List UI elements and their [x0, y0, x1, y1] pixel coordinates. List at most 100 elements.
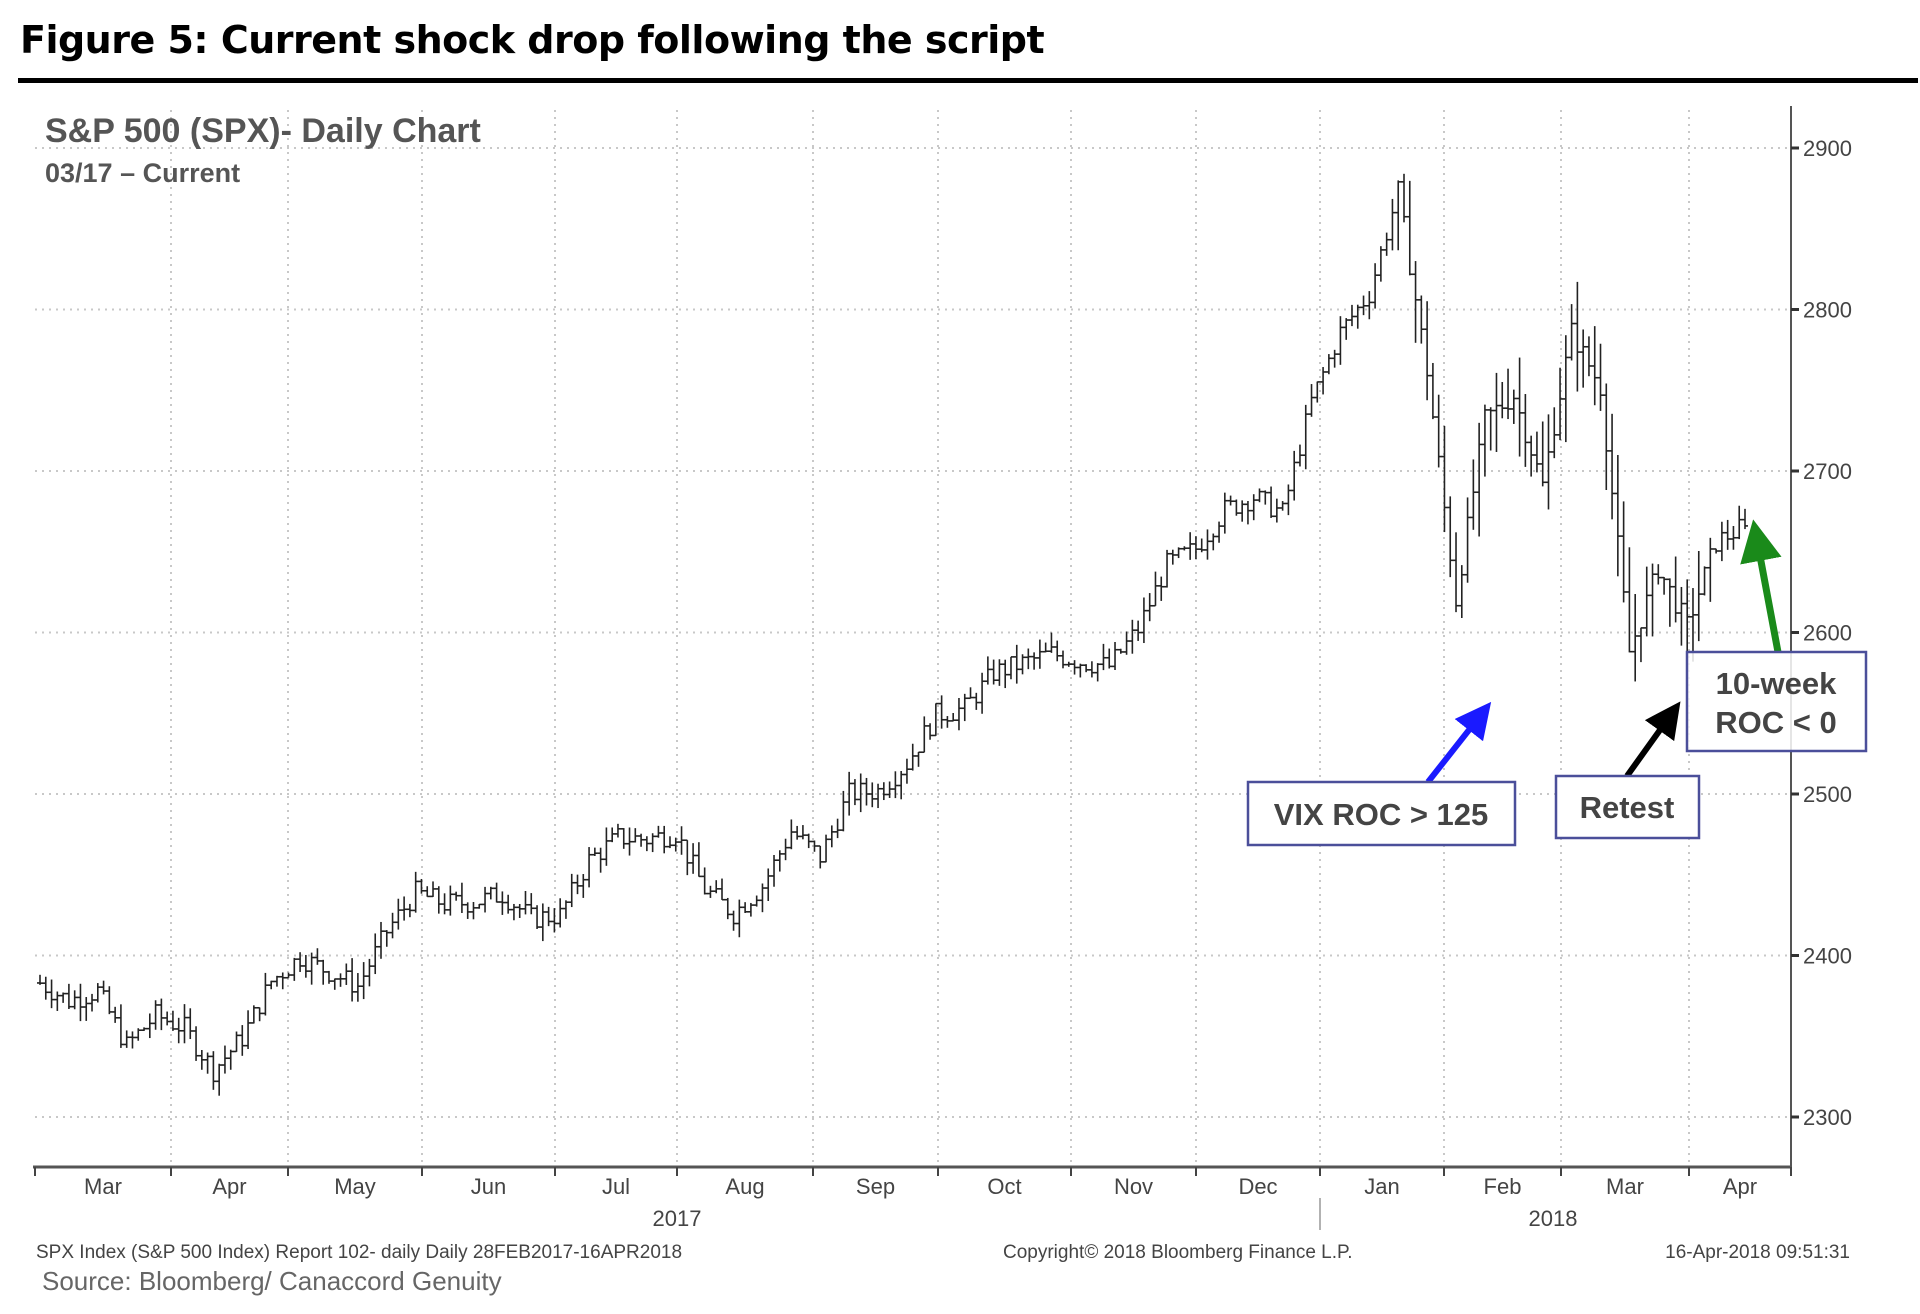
ohlc-bar: [401, 896, 408, 921]
ohlc-bar: [48, 979, 55, 1009]
ohlc-bar: [1574, 281, 1581, 392]
ohlc-bar: [135, 1028, 142, 1041]
ohlc-bar: [811, 840, 818, 852]
ohlc-bar: [1337, 316, 1344, 365]
ohlc-bar: [1603, 383, 1610, 490]
ohlc-bar: [609, 827, 616, 843]
ohlc-bar: [1435, 394, 1442, 468]
month-label: Sep: [856, 1174, 895, 1199]
ohlc-bar: [557, 898, 564, 928]
ohlc-bar: [1481, 404, 1488, 477]
ohlc-bar: [1007, 656, 1014, 680]
month-label: Nov: [1114, 1174, 1153, 1199]
ohlc-bar: [788, 819, 795, 850]
ohlc-bar: [863, 777, 870, 806]
ohlc-bar: [54, 991, 61, 1011]
ohlc-bar: [1291, 450, 1298, 501]
ohlc-bar: [857, 773, 864, 813]
ohlc-bar: [331, 978, 338, 990]
ohlc-bar: [1140, 597, 1147, 644]
ohlc-bar: [470, 901, 477, 920]
ohlc-bar: [372, 933, 379, 975]
ohlc-bar: [909, 743, 916, 771]
month-label: Oct: [987, 1174, 1021, 1199]
ohlc-bar: [1620, 501, 1627, 603]
ohlc-bar: [77, 983, 84, 1022]
ohlc-bar: [1054, 640, 1061, 662]
ohlc-bar: [1609, 413, 1616, 520]
ohlc-bar: [250, 1005, 257, 1024]
ohlc-bar: [840, 790, 847, 832]
ohlc-bar: [828, 825, 835, 848]
ohlc-bar: [314, 948, 321, 965]
ohlc-bar: [620, 828, 627, 849]
ohlc-bar: [719, 878, 725, 901]
ohlc-bar: [1320, 367, 1327, 395]
ohlc-bar: [389, 912, 396, 939]
ohlc-bar: [886, 781, 893, 798]
ohlc-bar: [510, 903, 517, 921]
ohlc-bar: [233, 1031, 240, 1053]
y-tick-label: 2900: [1803, 136, 1852, 161]
ohlc-bar: [776, 850, 783, 872]
ohlc-bar: [169, 1010, 176, 1031]
ohlc-bar: [1088, 661, 1095, 678]
ohlc-bar: [476, 903, 483, 909]
ohlc-bar: [424, 886, 431, 898]
ohlc-bar: [1447, 496, 1454, 578]
ohlc-bar: [297, 952, 304, 972]
month-label: Jan: [1364, 1174, 1399, 1199]
ohlc-bar: [285, 972, 292, 979]
ohlc-bar: [453, 891, 460, 901]
ohlc-bar: [771, 855, 778, 887]
ohlc-bar: [880, 782, 887, 801]
ohlc-bar: [1169, 549, 1176, 565]
ohlc-bar: [464, 902, 471, 919]
ohlc-bar: [1013, 644, 1020, 684]
ohlc-bar: [672, 837, 679, 852]
ohlc-bar: [562, 900, 569, 919]
ohlc-bar: [742, 902, 749, 914]
ohlc-bar: [1239, 500, 1246, 522]
ohlc-bar: [482, 886, 489, 913]
ohlc-bar: [1210, 533, 1217, 551]
ohlc-bar: [395, 898, 402, 930]
vix-annotation-text: VIX ROC > 125: [1274, 797, 1489, 832]
ohlc-bar: [1637, 627, 1644, 663]
month-label: Apr: [212, 1174, 246, 1199]
ohlc-bar: [499, 891, 506, 915]
ohlc-bar: [1736, 505, 1743, 540]
ohlc-bar: [736, 899, 743, 938]
ohlc-bar: [227, 1049, 234, 1070]
ohlc-bar: [1221, 492, 1228, 534]
ohlc-bar: [1129, 619, 1136, 654]
ohlc-bar: [146, 1013, 153, 1039]
ohlc-bar: [1707, 537, 1714, 602]
ohlc-bar: [1279, 501, 1286, 511]
ohlc-bar: [1528, 435, 1535, 477]
ohlc-bar: [1585, 336, 1592, 377]
ohlc-bar: [747, 902, 754, 917]
footer-center: Copyright© 2018 Bloomberg Finance L.P.: [1003, 1242, 1353, 1263]
ohlc-bar: [730, 910, 737, 931]
figure-title: Figure 5: Current shock drop following t…: [20, 18, 1045, 62]
ohlc-bar: [938, 695, 945, 729]
ohlc-bar: [1476, 422, 1483, 537]
ohlc-bar: [60, 992, 67, 1003]
month-label: Jul: [602, 1174, 630, 1199]
ohlc-bar: [1678, 586, 1685, 646]
ohlc-bar: [574, 874, 581, 895]
ohlc-bar: [724, 897, 731, 920]
ohlc-bar: [1701, 566, 1708, 596]
ohlc-bar: [1522, 394, 1529, 467]
ohlc-bar: [846, 771, 853, 816]
ohlc-bar: [1713, 548, 1720, 554]
ohlc-bar: [678, 826, 685, 855]
ohlc-bar: [256, 1006, 263, 1022]
year-label-2017: 2017: [653, 1206, 702, 1231]
ohlc-bar: [973, 692, 980, 710]
y-tick-label: 2400: [1803, 944, 1852, 969]
roc-annotation-box: [1685, 650, 1868, 753]
ohlc-bar: [187, 1008, 194, 1040]
ohlc-bar: [1724, 519, 1731, 550]
